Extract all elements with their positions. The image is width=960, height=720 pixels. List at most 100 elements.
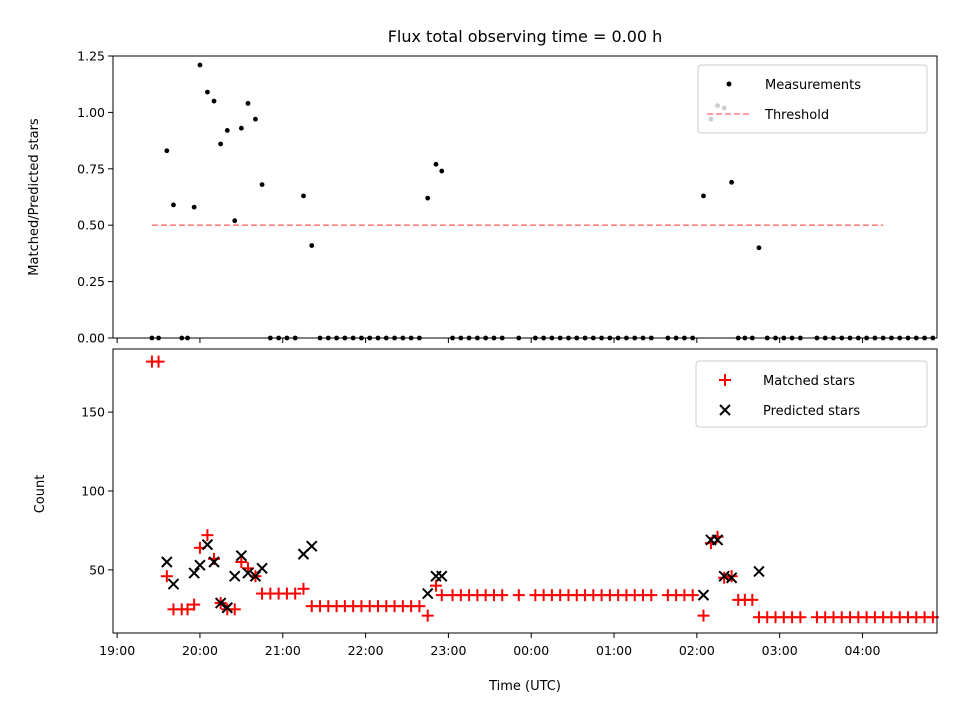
predicted-star-point (421, 587, 434, 600)
predicted-star-point (208, 556, 220, 568)
matched-star-point (794, 611, 807, 624)
predicted-star-point (214, 597, 227, 609)
matched-star-point (746, 593, 759, 606)
predicted-star-stroke-b (697, 589, 710, 601)
predicted-star-stroke-b (194, 559, 206, 571)
matched-star-point (297, 582, 310, 595)
predicted-star-point (306, 540, 318, 552)
count-panel: 50 100 150 19:00 20:00 21:00 22:00 23:00 00:00 01… (33, 348, 939, 694)
predicted-star-stroke-b (436, 570, 448, 582)
predicted-star-point (711, 534, 724, 546)
count-legend: Matched stars Predicted stars (695, 360, 928, 428)
count-xtick-label: 20:00 (182, 643, 218, 658)
ratio-ytick-label: 1.00 (77, 105, 105, 120)
measurement-point (191, 204, 197, 210)
count-panel-marks (145, 355, 939, 624)
predicted-star-point (188, 567, 200, 579)
predicted-star-point (242, 567, 254, 579)
predicted-star-stroke-b (221, 602, 233, 614)
ratio-ytick-label: 1.25 (77, 49, 105, 64)
matched-star-point (228, 603, 241, 616)
ratio-legend-box (697, 64, 928, 134)
measurement-point (171, 202, 176, 208)
count-xtick-label: 01:00 (596, 643, 632, 658)
ratio-ytick-label: 0.50 (77, 218, 105, 233)
predicted-star-point (229, 570, 241, 582)
matched-star-point (512, 589, 525, 602)
matched-star-point (421, 609, 434, 622)
matched-star-point (152, 355, 165, 368)
predicted-star-stroke-b (235, 549, 248, 562)
measurement-point (238, 125, 244, 131)
measurement-point (301, 193, 306, 199)
measurement-point (197, 62, 203, 68)
measurement-point (205, 89, 210, 95)
count-panel-ticks: 50 100 150 19:00 20:00 21:00 22:00 23:00 00:00 01… (81, 405, 880, 658)
predicted-star-point (201, 538, 214, 551)
legend-measurements-label: Measurements (765, 78, 861, 93)
measurement-point (211, 98, 217, 104)
matched-star-point (235, 556, 248, 568)
ratio-y-axis-label: Matched/Predicted stars (27, 118, 42, 276)
predicted-star-stroke-b (306, 540, 318, 552)
measurement-point (425, 195, 431, 201)
predicted-star-stroke-b (229, 570, 241, 582)
predicted-star-stroke-b (188, 567, 200, 579)
predicted-star-point (725, 572, 738, 584)
matched-star-point (188, 598, 201, 611)
count-xtick-label: 04:00 (844, 643, 880, 658)
matched-star-point (429, 579, 442, 592)
predicted-star-point (256, 562, 268, 575)
legend-predicted-marker (719, 404, 731, 416)
count-xtick-label: 00:00 (513, 643, 549, 658)
measurement-point (309, 243, 315, 248)
predicted-star-stroke-b (208, 556, 220, 568)
count-ytick-label: 150 (81, 405, 105, 420)
predicted-star-stroke-b (161, 556, 173, 568)
predicted-star-stroke-b (725, 572, 738, 584)
count-xtick-label: 21:00 (265, 643, 301, 658)
matched-star-point (686, 589, 699, 602)
matched-star-point (718, 571, 731, 584)
matched-star-point (645, 589, 658, 602)
count-xtick-label: 02:00 (679, 643, 715, 658)
predicted-star-stroke-b (711, 534, 724, 546)
predicted-star-point (194, 559, 206, 571)
predicted-star-stroke-b (256, 562, 268, 575)
measurement-point (439, 168, 445, 174)
measurement-point (218, 141, 224, 147)
measurement-point (245, 100, 251, 106)
predicted-star-point (235, 549, 248, 562)
predicted-star-point (436, 570, 448, 582)
count-xtick-label: 23:00 (430, 643, 466, 658)
ratio-legend: Measurements Threshold (697, 64, 928, 134)
count-y-axis-label: Count (33, 475, 48, 514)
predicted-star-stroke-b (753, 565, 765, 578)
predicted-star-point (167, 578, 180, 590)
measurement-point (224, 128, 230, 133)
measurement-point (433, 161, 439, 167)
measurement-point (756, 245, 762, 251)
measurement-point (253, 116, 258, 122)
predicted-star-point (753, 565, 765, 578)
legend-measurements-marker (726, 81, 732, 87)
predicted-star-stroke-b (214, 597, 227, 609)
matched-star-point (181, 603, 194, 616)
predicted-star-stroke-b (201, 538, 214, 551)
measurement-point (701, 193, 706, 199)
measurement-point (729, 179, 735, 185)
ratio-panel-ticks: 0.00 0.25 0.50 0.75 1.00 1.25 (77, 49, 863, 346)
legend-threshold-label: Threshold (764, 108, 829, 123)
predicted-star-point (221, 602, 233, 614)
ratio-panel: 0.00 0.25 0.50 0.75 1.00 1.25 Matched/Predict… (27, 49, 938, 346)
count-xtick-label: 03:00 (762, 643, 798, 658)
predicted-star-stroke-b (421, 587, 434, 600)
count-legend-box (695, 360, 928, 428)
legend-matched-marker (719, 374, 731, 386)
count-ytick-label: 50 (89, 562, 105, 577)
legend-matched-label: Matched stars (763, 374, 855, 389)
matched-star-point (201, 529, 214, 542)
matched-star-point (697, 609, 710, 622)
ratio-ytick-label: 0.75 (77, 161, 105, 176)
